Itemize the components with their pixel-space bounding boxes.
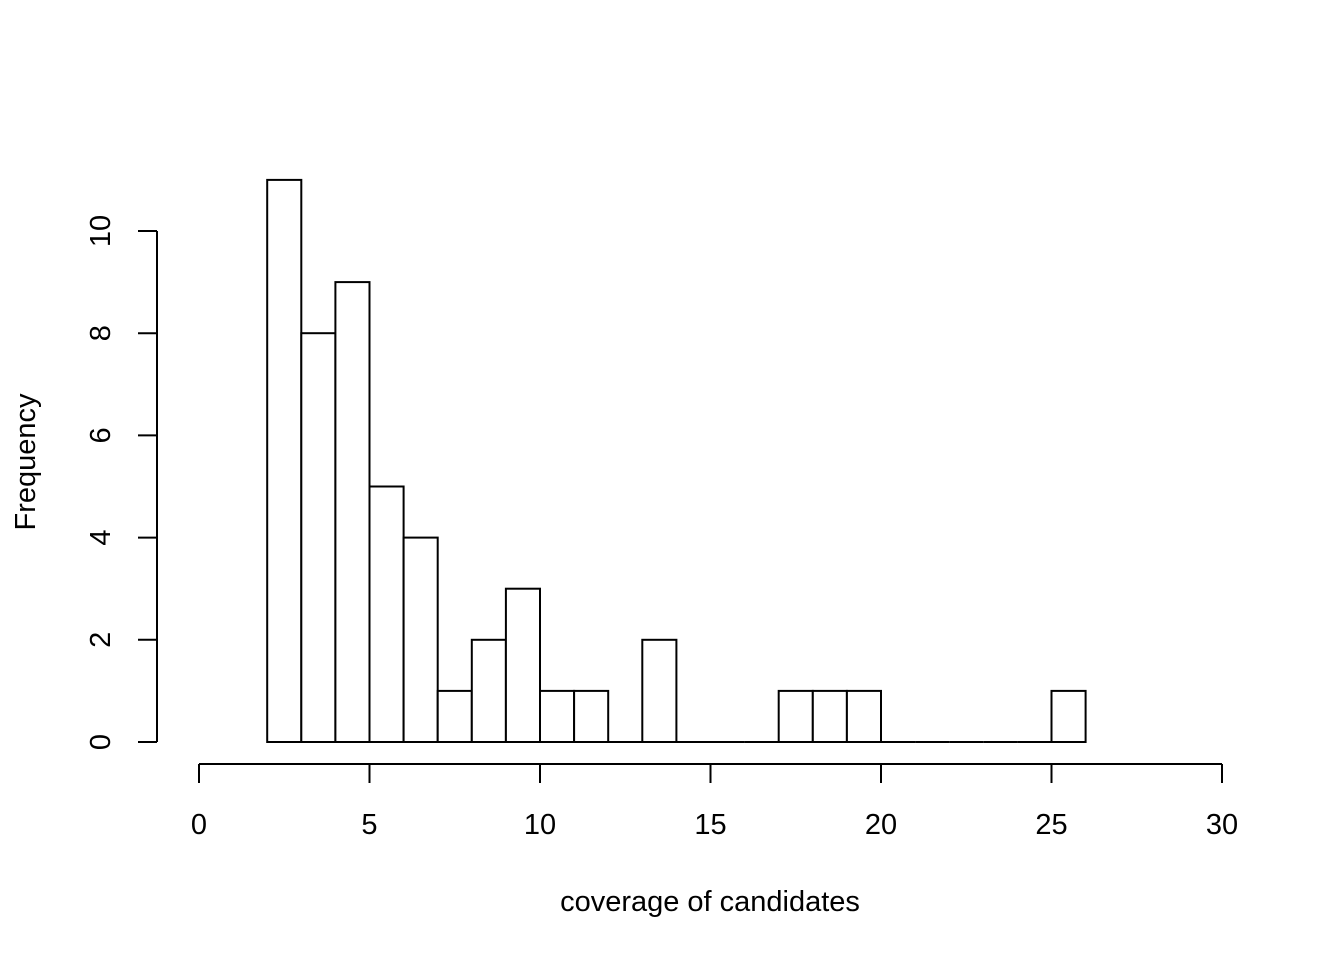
x-tick-label: 15 <box>694 809 726 841</box>
histogram-bar <box>266 178 303 743</box>
histogram-bar <box>573 689 610 744</box>
x-axis-title: coverage of candidates <box>560 886 860 918</box>
histogram-bar <box>470 638 507 743</box>
histogram-bar <box>1050 689 1087 744</box>
x-tick-label: 30 <box>1206 809 1238 841</box>
y-tick-label: 0 <box>85 734 117 750</box>
histogram-bar <box>402 536 439 743</box>
histogram-bar <box>641 638 678 743</box>
x-tick-label: 5 <box>361 809 377 841</box>
y-tick-label: 2 <box>85 632 117 648</box>
histogram-bar <box>845 689 883 744</box>
x-tick-label: 25 <box>1035 809 1067 841</box>
x-axis: 0 5 10 15 20 25 30 <box>191 763 1238 841</box>
y-axis-title: Frequency <box>10 393 42 531</box>
y-tick-label: 4 <box>85 530 117 546</box>
x-tick-label: 20 <box>865 809 897 841</box>
y-tick-label: 10 <box>85 215 117 247</box>
histogram-bar <box>504 587 541 744</box>
y-tick-label: 8 <box>85 325 117 341</box>
histogram-bars <box>266 178 1087 744</box>
histogram-bar <box>777 689 814 744</box>
y-axis: 0 2 4 6 8 10 <box>85 215 158 750</box>
histogram-bar <box>539 689 576 744</box>
histogram-bar <box>811 689 848 744</box>
y-tick-label: 6 <box>85 427 117 443</box>
x-tick-label: 10 <box>524 809 556 841</box>
histogram-bar <box>436 689 473 744</box>
x-tick-label: 0 <box>191 809 207 841</box>
histogram-bar <box>334 281 371 743</box>
histogram-bar <box>300 332 337 743</box>
histogram-bar <box>368 485 405 743</box>
